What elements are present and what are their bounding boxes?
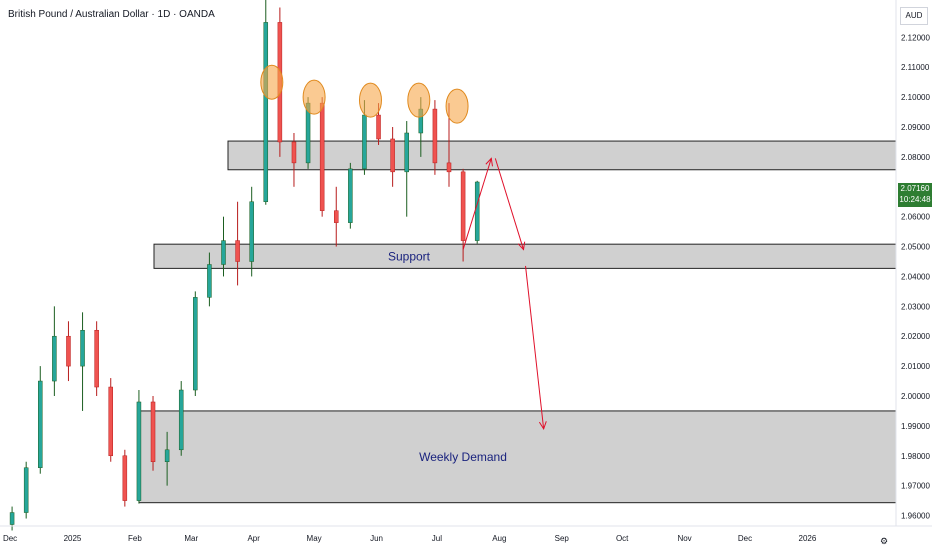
candle-body bbox=[263, 22, 269, 202]
y-tick-label: 2.05000 bbox=[901, 243, 930, 252]
y-tick-label: 2.10000 bbox=[901, 93, 930, 102]
candle-body bbox=[460, 171, 466, 241]
candle-body bbox=[23, 467, 29, 513]
x-tick-label: Jul bbox=[432, 534, 442, 543]
last-price-value: 2.07160 bbox=[900, 184, 930, 193]
x-tick-label: Aug bbox=[492, 534, 506, 543]
resistance-zone bbox=[227, 140, 897, 171]
y-tick-label: 1.99000 bbox=[901, 422, 930, 431]
highlight-circle bbox=[358, 82, 382, 118]
y-tick-label: 2.04000 bbox=[901, 272, 930, 281]
x-tick-label: Dec bbox=[3, 534, 17, 543]
candle-body bbox=[348, 168, 353, 223]
candle-body bbox=[334, 210, 339, 223]
projection-arrow bbox=[462, 158, 492, 250]
chart-title: British Pound / Australian Dollar · 1D ·… bbox=[8, 9, 215, 20]
x-tick-label: Feb bbox=[128, 534, 142, 543]
gear-icon[interactable]: ⚙ bbox=[880, 536, 889, 546]
x-tick-label: 2025 bbox=[64, 534, 82, 543]
arrow-head bbox=[517, 241, 526, 251]
candle-body bbox=[9, 512, 15, 525]
y-tick-label: 1.97000 bbox=[901, 482, 930, 491]
y-tick-label: 2.06000 bbox=[901, 213, 930, 222]
x-tick-label: Mar bbox=[184, 534, 198, 543]
y-tick-label: 2.08000 bbox=[901, 153, 930, 162]
candle-body bbox=[362, 114, 367, 170]
candle-body bbox=[474, 181, 480, 241]
y-tick-label: 1.98000 bbox=[901, 452, 930, 461]
arrow-head bbox=[485, 157, 493, 167]
candle-body bbox=[319, 102, 325, 211]
projection-arrow bbox=[494, 158, 524, 250]
candle-body bbox=[249, 201, 254, 262]
last-price-tag: 2.07160 10:24:48 bbox=[898, 183, 932, 207]
x-tick-label: Jun bbox=[370, 534, 383, 543]
x-tick-label: Dec bbox=[738, 534, 752, 543]
y-tick-label: 2.09000 bbox=[901, 123, 930, 132]
weekly-demand-label: Weekly Demand bbox=[419, 450, 507, 464]
candle-body bbox=[136, 401, 142, 501]
x-tick-label: 2026 bbox=[799, 534, 817, 543]
candle-body bbox=[150, 401, 156, 462]
candle-body bbox=[164, 449, 170, 462]
currency-unit-button[interactable]: AUD bbox=[900, 7, 928, 25]
candle-body bbox=[178, 389, 184, 451]
y-tick-label: 2.03000 bbox=[901, 302, 930, 311]
y-tick-label: 2.12000 bbox=[901, 33, 930, 42]
highlight-circle bbox=[302, 79, 326, 115]
candle-body bbox=[432, 108, 438, 164]
support-label: Support bbox=[388, 249, 431, 263]
arrow-head bbox=[538, 421, 547, 431]
candle-body bbox=[221, 240, 226, 265]
candle-body bbox=[193, 297, 198, 391]
x-tick-label: Sep bbox=[555, 534, 570, 543]
y-tick-label: 1.96000 bbox=[901, 512, 930, 521]
highlight-circle bbox=[407, 82, 431, 118]
candle-body bbox=[376, 114, 381, 140]
projection-arrow bbox=[525, 265, 545, 429]
candle-body bbox=[52, 335, 57, 382]
x-tick-label: Apr bbox=[247, 534, 260, 543]
last-price-countdown: 10:24:48 bbox=[899, 195, 931, 204]
weekly-demand-zone bbox=[138, 410, 897, 504]
candle-body bbox=[291, 141, 297, 164]
y-tick-label: 2.00000 bbox=[901, 392, 930, 401]
support-zone bbox=[153, 243, 897, 269]
candle-body bbox=[207, 264, 212, 298]
candle-body bbox=[446, 162, 452, 173]
highlight-circle bbox=[260, 64, 284, 100]
y-tick-label: 2.11000 bbox=[901, 63, 930, 72]
x-tick-label: May bbox=[307, 534, 322, 543]
candle-body bbox=[80, 329, 85, 367]
y-tick-label: 2.02000 bbox=[901, 332, 930, 341]
x-tick-label: Oct bbox=[616, 534, 629, 543]
candle-body bbox=[404, 132, 409, 173]
candle-body bbox=[66, 335, 71, 367]
candle-body bbox=[108, 386, 113, 457]
y-tick-label: 2.01000 bbox=[901, 362, 930, 371]
candle-body bbox=[38, 380, 43, 468]
candle-body bbox=[390, 138, 395, 173]
candle-body bbox=[94, 329, 99, 388]
x-tick-label: Nov bbox=[677, 534, 691, 543]
highlight-circle bbox=[445, 88, 469, 124]
candle-body bbox=[235, 240, 240, 262]
candle-body bbox=[122, 455, 128, 501]
